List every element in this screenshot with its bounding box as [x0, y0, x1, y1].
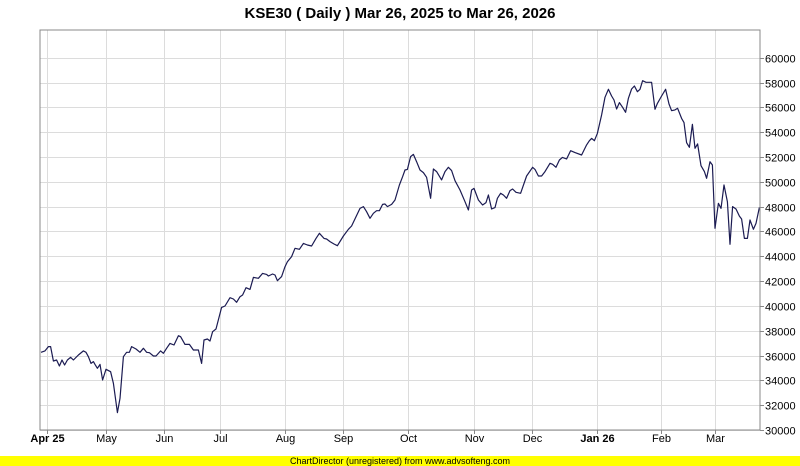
y-tick-label: 56000	[765, 103, 796, 115]
footer-bar	[0, 456, 800, 466]
y-tick-label: 30000	[765, 426, 796, 438]
y-tick-label: 46000	[765, 227, 796, 239]
y-tick-label: 38000	[765, 327, 796, 339]
x-tick-label: Oct	[400, 433, 417, 445]
y-tick-label: 60000	[765, 54, 796, 66]
x-axis: Apr 25 May Jun Jul Aug Sep Oct Nov Dec Jan 26 Feb M…	[30, 430, 725, 445]
series-line-kse30	[40, 80, 760, 414]
grid	[40, 30, 760, 431]
x-tick-label: Sep	[334, 433, 354, 445]
y-axis: 30000 32000 34000 36000 38000 40000 42000 44000…	[760, 54, 796, 438]
x-tick-label: Nov	[465, 433, 485, 445]
series-group	[40, 80, 760, 414]
x-tick-label: May	[96, 433, 117, 445]
y-tick-label: 40000	[765, 302, 796, 314]
y-tick-label: 54000	[765, 128, 796, 140]
x-tick-label: Apr 25	[30, 433, 64, 445]
x-tick-label: Mar	[706, 433, 725, 445]
y-tick-label: 36000	[765, 352, 796, 364]
plot-border	[39, 29, 761, 431]
y-tick-label: 44000	[765, 252, 796, 264]
x-tick-label: Jul	[213, 433, 227, 445]
y-tick-label: 42000	[765, 277, 796, 289]
footer-text: ChartDirector (unregistered) from www.ad…	[290, 456, 510, 466]
y-tick-label: 34000	[765, 376, 796, 388]
y-tick-label: 58000	[765, 79, 796, 91]
x-tick-label: Aug	[276, 433, 296, 445]
y-tick-label: 50000	[765, 178, 796, 190]
chart-title: KSE30 ( Daily ) Mar 26, 2025 to Mar 26, …	[245, 5, 556, 22]
x-tick-label: Jan 26	[580, 433, 614, 445]
plot-area	[40, 30, 760, 430]
y-tick-label: 48000	[765, 203, 796, 215]
x-tick-label: Dec	[523, 433, 543, 445]
x-tick-label: Jun	[156, 433, 174, 445]
y-tick-label: 32000	[765, 401, 796, 413]
x-tick-label: Feb	[652, 433, 671, 445]
y-tick-label: 52000	[765, 153, 796, 165]
